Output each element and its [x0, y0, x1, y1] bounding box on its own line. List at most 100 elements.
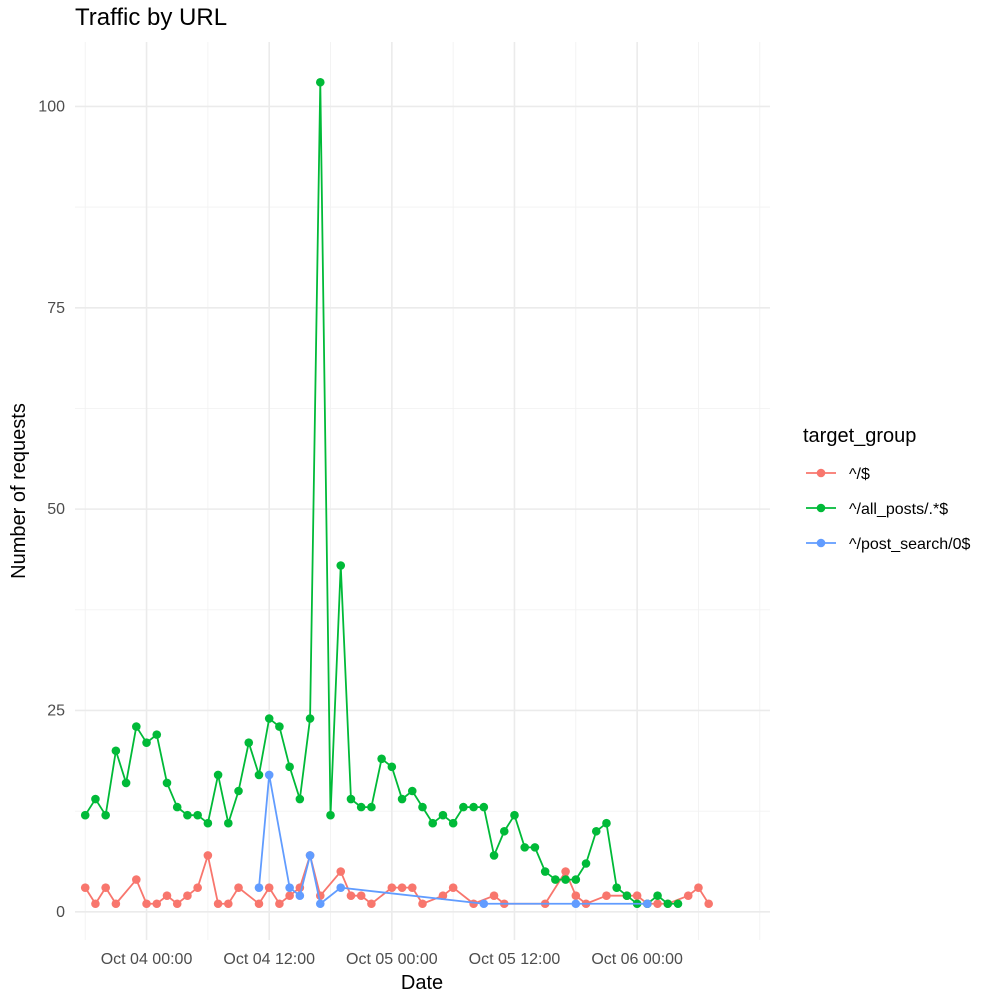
legend-item: ^/post_search/0$ [806, 536, 970, 553]
data-point [561, 867, 570, 876]
data-point [121, 778, 131, 788]
chart-title: Traffic by URL [75, 4, 227, 31]
data-point [275, 722, 284, 731]
data-point [213, 899, 223, 909]
legend-label: ^/all_posts/.*$ [849, 501, 948, 518]
y-tick-label: 25 [47, 702, 65, 719]
data-point [213, 770, 223, 780]
data-point [428, 818, 438, 828]
data-point [571, 899, 581, 909]
major-gridlines [75, 42, 770, 940]
data-point [346, 891, 356, 900]
y-axis-ticks: 0 25 50 75 100 [38, 98, 65, 920]
x-axis-title: Date [401, 972, 443, 994]
series-1 [80, 851, 713, 909]
data-point [224, 899, 233, 909]
data-point [111, 746, 121, 756]
data-point [162, 891, 172, 900]
data-point [315, 77, 325, 87]
data-point [162, 778, 172, 788]
data-point [142, 899, 151, 909]
x-tick-label: Oct 06 00:00 [591, 951, 683, 968]
data-point [183, 810, 192, 820]
data-point [80, 883, 90, 892]
data-point [254, 883, 264, 892]
data-point [479, 802, 489, 812]
series-line [84, 81, 679, 905]
data-point [172, 802, 182, 812]
data-point [551, 875, 560, 884]
data-point [418, 899, 427, 909]
data-point [469, 802, 478, 812]
data-point [203, 851, 213, 860]
data-point [285, 883, 294, 892]
data-point [234, 883, 243, 892]
data-point [489, 851, 499, 860]
data-point [591, 826, 601, 836]
data-point [264, 714, 274, 723]
data-point [397, 794, 407, 804]
data-point [704, 899, 713, 909]
data-point [244, 738, 254, 747]
data-point [305, 851, 315, 860]
data-point [479, 899, 489, 909]
legend-title: target_group [803, 425, 916, 447]
data-point [653, 891, 662, 900]
series-3 [254, 770, 652, 909]
data-point [152, 730, 162, 739]
data-point [356, 802, 366, 812]
data-point [101, 883, 110, 892]
data-point [418, 802, 427, 812]
data-point [315, 899, 325, 909]
data-point [132, 722, 141, 731]
data-point [326, 810, 335, 820]
data-point [653, 899, 662, 909]
legend-key-point [816, 468, 826, 478]
data-point [305, 714, 315, 723]
x-tick-label: Oct 04 00:00 [101, 951, 193, 968]
data-point [499, 826, 509, 836]
data-point [540, 867, 550, 876]
data-point [581, 859, 591, 868]
data-point [193, 810, 202, 820]
data-point [101, 810, 110, 820]
data-point [264, 770, 274, 780]
data-point [356, 891, 366, 900]
data-point [489, 891, 499, 900]
data-point [80, 810, 90, 820]
legend-label: ^/post_search/0$ [849, 536, 970, 553]
data-point [132, 875, 141, 884]
legend: target_group ^/$ ^/all_posts/.*$ ^/post_se… [803, 425, 970, 553]
y-tick-label: 75 [47, 300, 65, 317]
data-point [142, 738, 151, 747]
x-tick-label: Oct 04 12:00 [223, 951, 315, 968]
data-point [530, 843, 540, 852]
data-point [91, 794, 100, 804]
data-point [571, 891, 581, 900]
data-point [336, 561, 346, 570]
series-layer [80, 77, 713, 909]
legend-label: ^/$ [849, 466, 870, 483]
legend-key-point [816, 503, 826, 513]
data-point [407, 883, 417, 892]
x-tick-label: Oct 05 12:00 [469, 951, 561, 968]
data-point [111, 899, 121, 909]
data-point [622, 891, 632, 900]
data-point [285, 891, 294, 900]
data-point [295, 794, 305, 804]
data-point [336, 883, 346, 892]
data-point [295, 891, 305, 900]
data-point [275, 899, 284, 909]
data-point [407, 786, 417, 796]
minor-gridlines [75, 42, 770, 940]
data-point [438, 891, 448, 900]
data-point [387, 762, 397, 772]
legend-key-point [816, 538, 826, 548]
data-point [336, 867, 346, 876]
data-point [602, 891, 611, 900]
data-point [152, 899, 162, 909]
data-point [438, 810, 448, 820]
data-point [377, 754, 386, 764]
data-point [663, 899, 673, 909]
data-point [234, 786, 243, 796]
